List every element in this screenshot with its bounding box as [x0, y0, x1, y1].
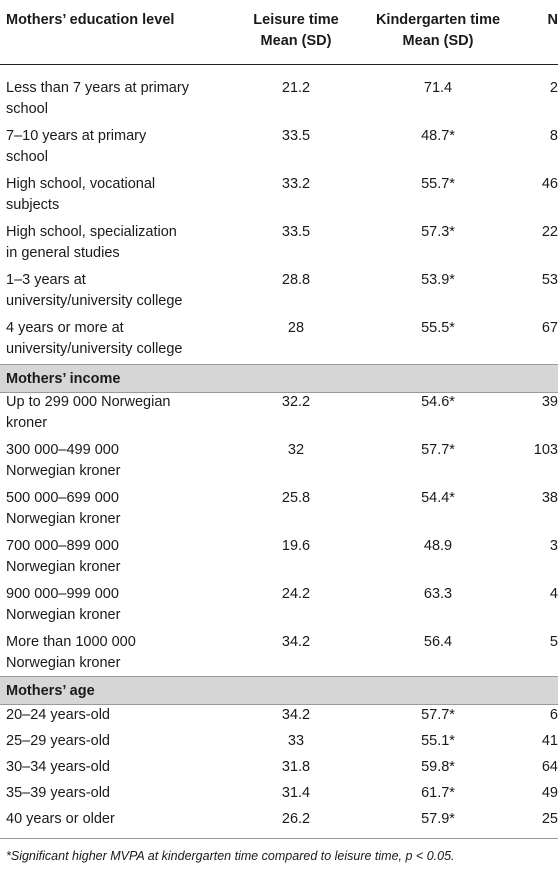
leisure-value: 34.2: [281, 634, 311, 650]
kindergarten-value: 56.4: [423, 634, 453, 650]
row-label: 4 years or more at: [6, 320, 124, 336]
n-value: 25: [541, 811, 558, 827]
kindergarten-value: 57.9*: [421, 811, 455, 827]
leisure-value: 28.8: [281, 272, 311, 288]
leisure-value: 19.6: [281, 538, 311, 554]
leisure-value: 26.2: [281, 811, 311, 827]
n-value: 64: [541, 759, 558, 775]
n-value: 41: [541, 733, 558, 749]
leisure-value: 31.4: [281, 785, 311, 801]
row-label: university/university college: [6, 341, 183, 357]
section-title-age: Mothers’ age: [6, 683, 95, 699]
n-value: 67: [541, 320, 558, 336]
row-label: school: [6, 101, 48, 117]
row-label: 40 years or older: [6, 811, 115, 827]
row-label: 300 000–499 000: [6, 442, 119, 458]
kindergarten-value: 55.7*: [421, 176, 455, 192]
row-label: Norwegian kroner: [6, 655, 121, 671]
leisure-value: 33.5: [281, 128, 311, 144]
n-value: 2: [549, 80, 558, 96]
leisure-value: 32: [287, 442, 305, 458]
n-value: 5: [549, 634, 558, 650]
leisure-value: 33.2: [281, 176, 311, 192]
row-label: 1–3 years at: [6, 272, 86, 288]
leisure-value: 33: [287, 733, 305, 749]
n-value: 39: [541, 394, 558, 410]
kindergarten-value: 53.9*: [421, 272, 455, 288]
leisure-value: 33.5: [281, 224, 311, 240]
n-value: 6: [549, 707, 558, 723]
kindergarten-value: 54.6*: [421, 394, 455, 410]
row-label: in general studies: [6, 245, 120, 261]
row-label: subjects: [6, 197, 60, 213]
row-label: More than 1000 000: [6, 634, 136, 650]
kindergarten-value: 48.7*: [421, 128, 455, 144]
header-n: N: [547, 12, 558, 28]
header-leisure-line2: Mean (SD): [260, 33, 332, 49]
kindergarten-value: 61.7*: [421, 785, 455, 801]
leisure-value: 31.8: [281, 759, 311, 775]
n-value: 49: [541, 785, 558, 801]
n-value: 46: [541, 176, 558, 192]
kindergarten-value: 57.3*: [421, 224, 455, 240]
leisure-value: 24.2: [281, 586, 311, 602]
row-label: Norwegian kroner: [6, 463, 121, 479]
header-education-level: Mothers’ education level: [6, 12, 175, 28]
section-header-income: Mothers’ income: [0, 364, 558, 393]
row-label: 30–34 years-old: [6, 759, 110, 775]
row-label: 500 000–699 000: [6, 490, 119, 506]
row-label: Norwegian kroner: [6, 511, 121, 527]
n-value: 4: [549, 586, 558, 602]
row-label: 35–39 years-old: [6, 785, 110, 801]
kindergarten-value: 57.7*: [421, 707, 455, 723]
row-label: 700 000–899 000: [6, 538, 119, 554]
section-title-income: Mothers’ income: [6, 371, 121, 387]
row-label: Less than 7 years at primary: [6, 80, 189, 96]
row-label: university/university college: [6, 293, 183, 309]
header-divider: [0, 64, 558, 65]
table-bottom-rule: [0, 838, 558, 839]
row-label: kroner: [6, 415, 48, 431]
row-label: 900 000–999 000: [6, 586, 119, 602]
kindergarten-value: 48.9: [423, 538, 453, 554]
leisure-value: 28: [287, 320, 305, 336]
row-label: Norwegian kroner: [6, 607, 121, 623]
table-footnote: *Significant higher MVPA at kindergarten…: [6, 849, 455, 863]
kindergarten-value: 63.3: [423, 586, 453, 602]
kindergarten-value: 59.8*: [421, 759, 455, 775]
n-value: 8: [549, 128, 558, 144]
row-label: High school, vocational: [6, 176, 156, 192]
n-value: 103: [533, 442, 558, 458]
row-label: Norwegian kroner: [6, 559, 121, 575]
row-label: Up to 299 000 Norwegian: [6, 394, 171, 410]
row-label: 25–29 years-old: [6, 733, 110, 749]
n-value: 22: [541, 224, 558, 240]
leisure-value: 21.2: [281, 80, 311, 96]
leisure-value: 32.2: [281, 394, 311, 410]
row-label: High school, specialization: [6, 224, 177, 240]
row-label: 7–10 years at primary: [6, 128, 147, 144]
row-label: 20–24 years-old: [6, 707, 110, 723]
kindergarten-value: 55.5*: [421, 320, 455, 336]
n-value: 53: [541, 272, 558, 288]
kindergarten-value: 54.4*: [421, 490, 455, 506]
header-kindergarten-line1: Kindergarten time: [375, 12, 501, 28]
leisure-value: 25.8: [281, 490, 311, 506]
n-value: 38: [541, 490, 558, 506]
header-kindergarten-line2: Mean (SD): [402, 33, 474, 49]
leisure-value: 34.2: [281, 707, 311, 723]
kindergarten-value: 71.4: [423, 80, 453, 96]
kindergarten-value: 57.7*: [421, 442, 455, 458]
section-header-age: Mothers’ age: [0, 676, 558, 705]
n-value: 3: [549, 538, 558, 554]
row-label: school: [6, 149, 48, 165]
kindergarten-value: 55.1*: [421, 733, 455, 749]
header-leisure-line1: Leisure time: [253, 12, 339, 28]
